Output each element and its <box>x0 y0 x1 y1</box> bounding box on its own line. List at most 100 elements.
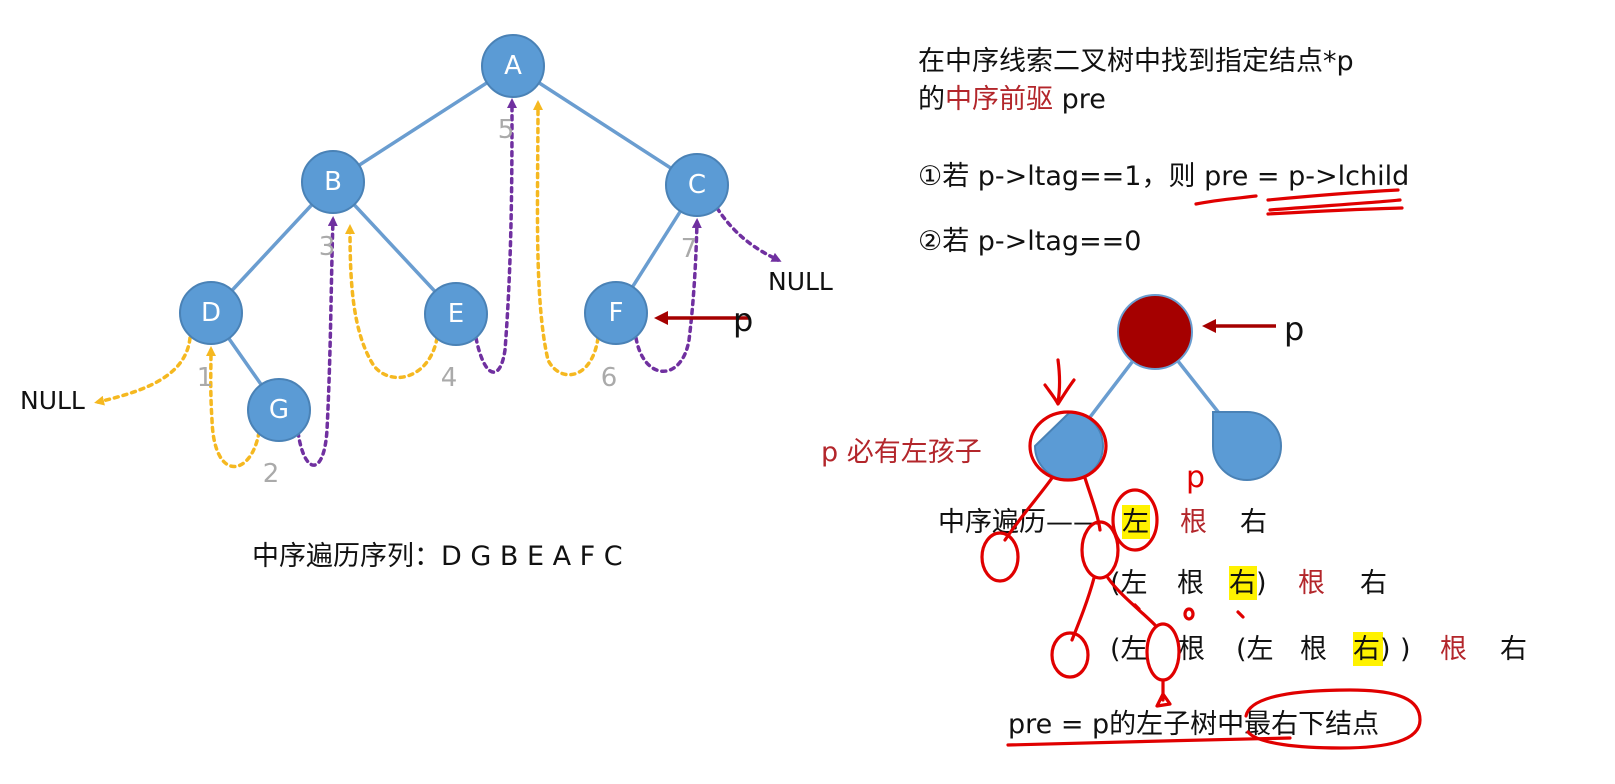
row-2-right-close: 右) <box>1229 568 1267 599</box>
tree-edges <box>209 64 699 412</box>
thread-c-null <box>715 206 782 262</box>
node-label: B <box>324 167 342 197</box>
highlight-row2-right <box>1229 566 1257 600</box>
node-label: A <box>504 51 522 81</box>
handwritten-annotations: p <box>980 358 1422 750</box>
title-line-2: 的中序前驱 pre <box>918 84 1106 115</box>
highlight-row3-right <box>1353 632 1383 666</box>
node-label: C <box>688 170 706 200</box>
ink-mid-branch <box>1083 476 1102 532</box>
threaded-binary-tree: A B C D E F G <box>20 34 833 572</box>
thread-g-b <box>296 216 338 467</box>
handwritten-p: p <box>1186 460 1205 495</box>
case-2: ②若 p->ltag==0 <box>918 226 1142 257</box>
thread-e-a <box>474 98 517 374</box>
ink-circle-1 <box>980 531 1020 583</box>
row-2-open-left: (左 <box>1110 568 1148 599</box>
down-arrow-mark <box>1043 358 1076 406</box>
title-red: 中序前驱 <box>945 84 1053 115</box>
null-label-right: NULL <box>768 267 833 296</box>
ink-left-branch <box>1003 476 1054 542</box>
row-3-outer-root: 根 <box>1440 634 1467 665</box>
explanation-panel: 在中序线索二叉树中找到指定结点*p 的中序前驱 pre ①若 p->ltag==… <box>821 46 1527 750</box>
ink-dot-2 <box>1183 607 1195 621</box>
edge-a-c <box>512 64 698 187</box>
case-1-code: pre = p->lchild <box>1204 161 1409 192</box>
underline-lchild-1 <box>1266 188 1400 202</box>
node-label: D <box>201 298 221 328</box>
thread-f-a <box>532 100 600 377</box>
node-label: F <box>609 298 624 328</box>
ink-dot-3 <box>1236 610 1245 619</box>
node-a: A <box>481 34 545 98</box>
left-child-note: p 必有左孩子 <box>821 437 982 468</box>
node-g: G <box>247 378 311 442</box>
row-1-right: 右 <box>1240 507 1267 538</box>
order-number: 1 <box>197 363 214 393</box>
order-number: 2 <box>263 459 280 489</box>
title-line-1: 在中序线索二叉树中找到指定结点*p <box>918 46 1354 77</box>
order-number: 4 <box>441 363 458 393</box>
row-3-root: 根 <box>1178 634 1205 665</box>
conclusion: pre = p的左子树中最右下结点 <box>1008 709 1379 740</box>
row-3-open-left: (左 <box>1110 634 1148 665</box>
inorder-numbers: 1 2 3 4 5 6 7 <box>197 115 698 489</box>
row-1-root: 根 <box>1180 507 1207 538</box>
title-suffix: pre <box>1053 84 1106 115</box>
node-c: C <box>665 153 729 217</box>
ink-circle-4 <box>1145 622 1181 682</box>
predecessor-threads <box>94 100 600 469</box>
thread-f-c <box>634 218 702 373</box>
thread-g-d <box>205 346 261 469</box>
p-node <box>1117 294 1193 370</box>
case-1-prefix: ①若 p->ltag==1，则 <box>918 161 1204 192</box>
pointer-label-left: p <box>733 301 753 339</box>
node-label: G <box>269 395 289 425</box>
node-d: D <box>179 281 243 345</box>
order-number: 6 <box>601 363 618 393</box>
order-number: 3 <box>319 232 336 262</box>
order-number: 5 <box>498 115 515 145</box>
row-3-inner-open-left: (左 <box>1236 634 1274 665</box>
conclusion-circle <box>1244 688 1422 750</box>
ink-branch-3 <box>1070 576 1096 642</box>
highlight-row1-left <box>1122 505 1150 539</box>
circle-left-child <box>1028 410 1108 482</box>
thread-d-null <box>94 336 192 406</box>
conclusion-underline <box>1006 736 1292 747</box>
inorder-sequence: 中序遍历序列：D G B E A F C <box>252 541 623 572</box>
row-2-outer-right: 右 <box>1360 568 1387 599</box>
pointer-label-right: p <box>1284 310 1304 348</box>
ink-triangle <box>1155 692 1172 708</box>
row-2-root: 根 <box>1177 568 1204 599</box>
edge-a-b <box>332 64 514 184</box>
underline-lchild-2 <box>1268 198 1402 212</box>
case-1-underlines <box>1194 188 1404 216</box>
circle-row1-left <box>1111 488 1159 552</box>
row-3-inner-right-close: 右) <box>1353 634 1391 665</box>
node-label: E <box>448 299 464 329</box>
successor-threads <box>296 98 782 467</box>
row-1-left: 左 <box>1122 507 1149 538</box>
underline-lchild-3 <box>1266 206 1404 216</box>
row-3-outer-right: 右 <box>1500 634 1527 665</box>
node-b: B <box>301 150 365 214</box>
ink-circle-2 <box>1080 520 1120 580</box>
row-2-outer-root: 根 <box>1298 568 1325 599</box>
title-prefix: 的 <box>918 84 945 115</box>
node-f: F <box>584 281 648 345</box>
null-label-left: NULL <box>20 386 85 415</box>
node-e: E <box>424 282 488 346</box>
row-3-close-paren: ) <box>1400 634 1411 665</box>
ink-branch-4 <box>1106 576 1157 627</box>
thread-e-b <box>345 224 439 380</box>
p-subtree: p <box>1033 294 1304 481</box>
order-number: 7 <box>681 234 698 264</box>
underline-pre <box>1194 194 1258 206</box>
ink-circle-3 <box>1050 631 1090 679</box>
case-1: ①若 p->ltag==1，则 pre = p->lchild <box>918 161 1409 192</box>
p-right-subtree-shape <box>1212 411 1282 481</box>
tree-nodes: A B C D E F G <box>179 34 729 442</box>
row-3-inner-root: 根 <box>1300 634 1327 665</box>
